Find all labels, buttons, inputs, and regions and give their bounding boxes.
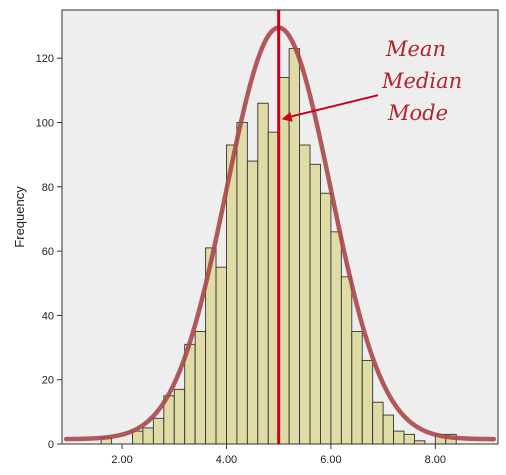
x-tick-label: 8.00 — [425, 454, 446, 466]
plot-frame — [61, 9, 499, 445]
histogram-bar — [215, 266, 227, 445]
histogram-bar — [278, 77, 290, 445]
y-tick-label: 80 — [42, 182, 54, 194]
histogram-bar — [340, 276, 353, 445]
annotation-line-mean: Mean — [385, 37, 446, 61]
histogram-bar — [330, 231, 342, 445]
arrow-shaft — [287, 94, 379, 119]
histogram-bar — [393, 430, 405, 445]
histogram-bar — [351, 331, 363, 445]
axes-group: 0 20 40 60 80 100 120 2.00 4.00 6.00 8.00 — [36, 53, 446, 466]
x-tick-label: 2.00 — [111, 454, 132, 466]
histogram-bar — [299, 144, 311, 445]
y-tick-label: 60 — [42, 246, 54, 258]
histogram-bar — [132, 430, 144, 445]
y-tick-label: 0 — [48, 439, 54, 451]
arrow-head — [281, 112, 293, 122]
histogram-bar — [288, 48, 301, 445]
histogram-bar — [267, 131, 280, 445]
histogram-bar — [142, 427, 154, 445]
x-tick-label: 4.00 — [216, 454, 237, 466]
histogram-bar — [372, 401, 384, 445]
histogram-bar — [173, 388, 186, 445]
annotation-line-median: Median — [381, 69, 462, 93]
histogram-bar — [246, 160, 259, 445]
histogram-bar — [152, 417, 165, 445]
histogram-bar — [257, 102, 269, 445]
histogram-bar — [194, 331, 207, 445]
histogram-bar — [320, 192, 332, 445]
annotation-arrow — [281, 94, 379, 122]
histogram-bar — [236, 122, 248, 445]
y-tick-label: 120 — [36, 53, 54, 65]
annotation-group: Mean Median Mode — [381, 37, 462, 125]
x-tick-label: 6.00 — [320, 454, 341, 466]
y-axis-label: Frequency — [12, 186, 27, 248]
histogram-bar — [382, 414, 395, 445]
y-tick-label: 40 — [42, 310, 54, 322]
histogram-bar — [361, 359, 374, 445]
y-tick-label: 100 — [36, 118, 54, 130]
y-tick-label: 20 — [42, 375, 54, 387]
annotation-line-mode: Mode — [387, 101, 448, 125]
histogram-bar — [403, 433, 415, 445]
histogram-bar — [309, 163, 321, 445]
